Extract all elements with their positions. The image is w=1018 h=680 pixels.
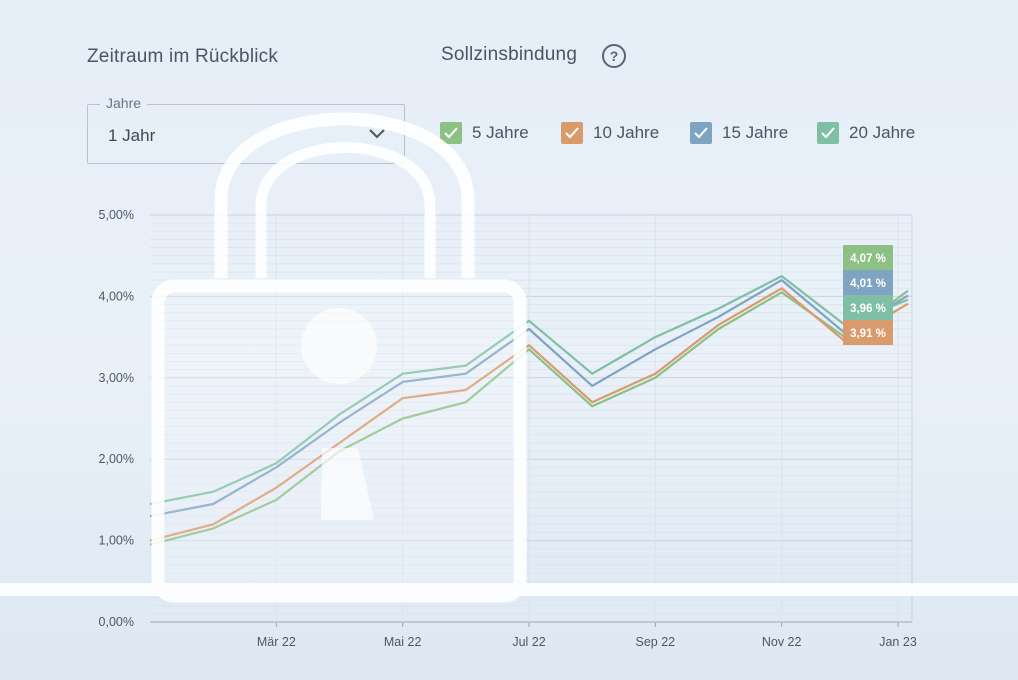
legend-checkbox-10-jahre[interactable] bbox=[561, 122, 583, 144]
series-line-15-jahre bbox=[149, 279, 909, 518]
end-value-badge bbox=[843, 295, 893, 320]
y-axis: 0,00% 1,00% 2,00% 3,00% 4,00% 5,00% bbox=[99, 208, 134, 629]
end-value-badge bbox=[843, 320, 893, 345]
fixation-title: Sollzinsbindung bbox=[441, 44, 578, 65]
lock-watermark bbox=[0, 112, 1018, 603]
y-tick-label: 4,00% bbox=[99, 289, 134, 303]
y-tick-label: 3,00% bbox=[99, 371, 134, 385]
series-line-20-jahre bbox=[149, 275, 909, 506]
legend-label-10-jahre: 10 Jahre bbox=[593, 123, 660, 142]
end-value-label: 3,91 % bbox=[850, 328, 886, 340]
help-icon[interactable]: ? bbox=[602, 44, 626, 68]
legend-item-20-jahre[interactable]: 20 Jahre bbox=[817, 120, 915, 146]
check-icon bbox=[694, 127, 708, 139]
period-select-legend: Jahre bbox=[100, 95, 148, 111]
legend-checkbox-15-jahre[interactable] bbox=[690, 122, 712, 144]
end-value-label: 4,01 % bbox=[850, 278, 886, 290]
series-line-5-jahre bbox=[149, 289, 909, 546]
legend-item-15-jahre[interactable]: 15 Jahre bbox=[690, 120, 788, 146]
check-icon bbox=[821, 127, 835, 139]
check-icon bbox=[565, 127, 579, 139]
end-value-label: 3,96 % bbox=[850, 303, 886, 315]
x-tick-label: Sep 22 bbox=[636, 635, 676, 649]
lock-shackle-inner bbox=[255, 142, 436, 278]
chart-series bbox=[149, 275, 909, 546]
legend-item-10-jahre[interactable]: 10 Jahre bbox=[561, 120, 659, 146]
x-tick-label: Mär 22 bbox=[257, 635, 296, 649]
end-value-label: 4,07 % bbox=[850, 253, 886, 265]
end-value-badge bbox=[843, 245, 893, 270]
y-tick-label: 0,00% bbox=[99, 615, 134, 629]
legend-label-20-jahre: 20 Jahre bbox=[849, 123, 916, 142]
chevron-down-icon bbox=[368, 127, 386, 145]
legend-label-15-jahre: 15 Jahre bbox=[722, 123, 789, 142]
period-title: Zeitraum im Rückblick bbox=[87, 46, 279, 67]
x-axis: Mär 22 Mai 22 Jul 22 Sep 22 Nov 22 Jan 23 bbox=[257, 622, 917, 649]
legend-label-5-jahre: 5 Jahre bbox=[472, 123, 529, 142]
y-tick-label: 1,00% bbox=[99, 534, 134, 548]
legend-checkbox-20-jahre[interactable] bbox=[817, 122, 839, 144]
x-tick-label: Mai 22 bbox=[384, 635, 422, 649]
watermark-bar bbox=[0, 583, 1018, 596]
y-tick-label: 5,00% bbox=[99, 208, 134, 222]
period-select-value: 1 Jahr bbox=[108, 126, 156, 145]
x-tick-label: Nov 22 bbox=[762, 635, 802, 649]
lock-shackle-outer bbox=[214, 112, 475, 278]
x-tick-label: Jul 22 bbox=[512, 635, 545, 649]
y-tick-label: 2,00% bbox=[99, 452, 134, 466]
series-line-10-jahre bbox=[149, 287, 909, 542]
x-tick-label: Jan 23 bbox=[879, 635, 917, 649]
keyhole-icon bbox=[301, 308, 378, 520]
legend-item-5-jahre[interactable]: 5 Jahre bbox=[440, 120, 529, 146]
check-icon bbox=[444, 127, 458, 139]
end-value-badge bbox=[843, 270, 893, 295]
chart-end-labels: 4,07 % 4,01 % 3,96 % 3,91 % bbox=[843, 245, 893, 345]
legend-checkbox-5-jahre[interactable] bbox=[440, 122, 462, 144]
